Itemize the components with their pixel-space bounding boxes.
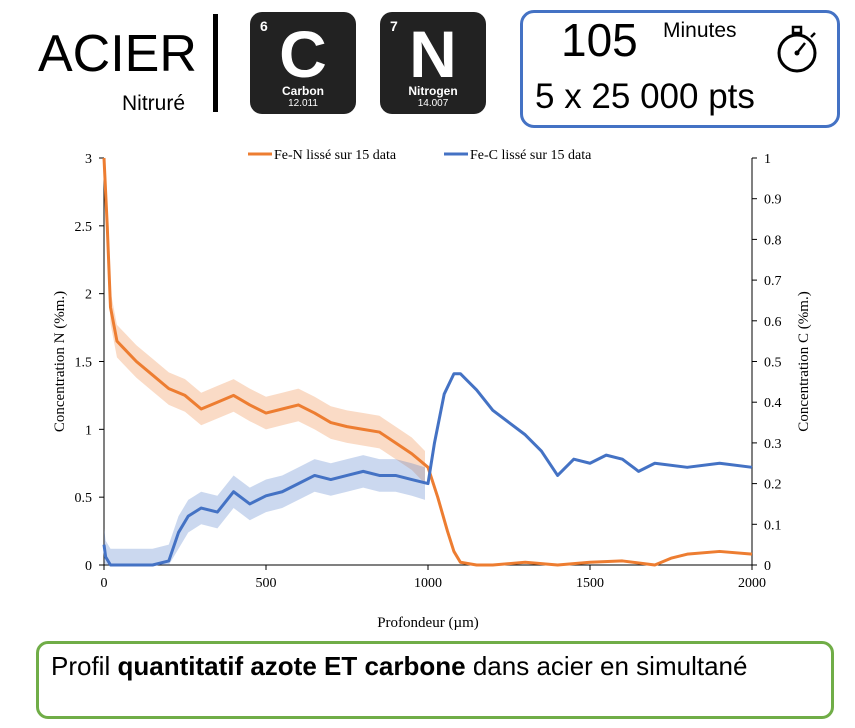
caption-prefix: Profil [51, 651, 118, 681]
element-number: 7 [390, 18, 398, 34]
y2-tick-label: 0.8 [764, 233, 782, 248]
caption-bold: quantitatif azote ET carbone [117, 651, 466, 681]
caption-box: Profil quantitatif azote ET carbone dans… [36, 641, 834, 719]
y-tick-label: 3 [85, 152, 92, 167]
x-tick-label: 1000 [414, 576, 442, 591]
y2-tick-label: 0.9 [764, 193, 782, 208]
x-tick-label: 2000 [738, 576, 766, 591]
points-count: 5 x 25 000 pts [535, 77, 755, 116]
y2-tick-label: 0.2 [764, 478, 782, 493]
x-tick-label: 500 [256, 576, 277, 591]
series-line [102, 372, 753, 567]
y2-tick-label: 0.7 [764, 274, 782, 289]
element-number: 6 [260, 18, 268, 34]
element-tile-nitrogen: 7 N Nitrogen 14.007 [380, 12, 486, 114]
element-name: Carbon [282, 84, 324, 98]
element-symbol: N [409, 17, 457, 91]
x-tick-label: 0 [101, 576, 108, 591]
y2-tick-label: 0.6 [764, 315, 782, 330]
y2-tick-label: 0.1 [764, 518, 782, 533]
y2-tick-label: 1 [764, 152, 771, 167]
y2-tick-label: 0 [764, 559, 771, 574]
y2-axis-label: Concentration C (%m.) [796, 291, 812, 431]
y-axis-label: Concentration N (%m.) [52, 291, 68, 432]
y2-tick-label: 0.3 [764, 437, 782, 452]
element-name: Nitrogen [408, 84, 458, 98]
y-tick-label: 2.5 [75, 220, 93, 235]
page-title: ACIER [38, 25, 197, 83]
x-axis-label: Profondeur (µm) [377, 615, 479, 631]
acquisition-info-box: 105 Minutes 5 x 25 000 pts [520, 10, 840, 128]
caption-suffix: dans acier en simultané [465, 651, 748, 681]
legend-label: Fe-C lissé sur 15 data [470, 148, 592, 163]
legend-label: Fe-N lissé sur 15 data [274, 148, 397, 163]
page-subtitle: Nitruré [122, 92, 186, 115]
y2-tick-label: 0.4 [764, 396, 782, 411]
element-tile-carbon: 6 C Carbon 12.011 [250, 12, 356, 114]
y-tick-label: 1.5 [75, 356, 93, 371]
x-tick-label: 1500 [576, 576, 604, 591]
concentration-profile-chart: 0 500 1000 1500 2000 0 0.5 1 1.5 2 2.5 3 0 0.1 0.2 0.3 0… [52, 148, 812, 631]
element-mass: 12.011 [288, 98, 318, 109]
title-divider [213, 14, 218, 112]
duration-label: Minutes [663, 19, 737, 42]
y-tick-label: 2 [85, 288, 92, 303]
y-tick-label: 0.5 [75, 491, 93, 506]
error-band [104, 357, 425, 565]
y-tick-label: 1 [85, 423, 92, 438]
element-symbol: C [279, 17, 327, 91]
element-mass: 14.007 [417, 98, 449, 109]
series-line [102, 157, 753, 567]
y-tick-label: 0 [85, 559, 92, 574]
y2-tick-label: 0.5 [764, 356, 782, 371]
duration-value: 105 [561, 14, 638, 66]
stopwatch-icon [777, 25, 817, 73]
